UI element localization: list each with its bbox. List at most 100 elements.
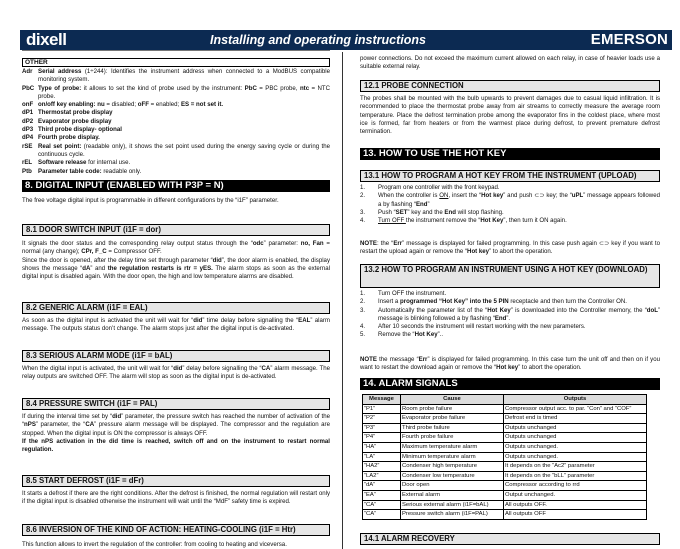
text-run: Serial address <box>38 68 82 75</box>
list-item: 4. After 10 seconds the instrument will r… <box>360 323 660 331</box>
table-cell: Pressure switch alarm (i1F=PAL) <box>400 509 504 520</box>
text-run: When the controller is <box>378 192 440 200</box>
text-run: nPS <box>24 421 36 429</box>
parameter-list: Adr Serial address (1÷244): Identifies th… <box>22 68 330 176</box>
text-run: End <box>494 314 507 322</box>
list-text: After 10 seconds the instrument will res… <box>378 323 660 331</box>
table-cell: “dA” <box>362 480 401 491</box>
text-run: did <box>193 317 203 324</box>
text-run: did <box>173 365 183 372</box>
table-cell: It depends on the “bLL” parameter <box>503 470 647 482</box>
text-run: (readable only), it shows the set point … <box>38 142 330 158</box>
text-run: The free voltage digital input is progra… <box>22 197 279 204</box>
text-run: Hot Key <box>487 306 511 314</box>
table-cell: Outputs unchanged. <box>503 441 647 453</box>
table-row: “EA” External alarm Output unchanged. <box>362 489 647 501</box>
list-item: 4. Turn OFF the instrument remove the “Ho… <box>360 217 660 225</box>
parameter-code: Adr <box>22 68 33 75</box>
text-run: Turn OFF <box>378 217 406 225</box>
section-8-1-heading: 8.1 DOOR SWITCH INPUT (i1F = dor) <box>22 224 330 236</box>
table-header-row: Message Cause Outputs <box>362 394 647 405</box>
list-number: 2. <box>360 298 366 306</box>
text-run: ” parameter, the pressure switch has rea… <box>22 413 330 429</box>
parameter-description: Type of probe: it allows to set the kind… <box>38 85 330 102</box>
text-run: Fourth probe display. <box>38 134 100 142</box>
text-run: ” message is blinking followed a by flas… <box>378 306 660 322</box>
section-8-5-heading: 8.5 START DEFROST (i1F = dFr) <box>22 475 330 487</box>
intro-text: power connections. Do not exceed the max… <box>360 55 660 72</box>
table-cell: “LA” <box>362 451 401 463</box>
table-row: “LA” Minimum temperature alarm Outputs unc… <box>362 451 647 463</box>
table-cell: Compressor according to rrd <box>503 480 647 491</box>
text-run: ” message appears followed a by flashing… <box>378 192 660 208</box>
table-row: “HA2” Condenser high temperature It depend… <box>362 461 647 472</box>
text-run: Hot Key <box>480 217 504 225</box>
upload-steps: 1. Program one controller with the front … <box>360 184 660 225</box>
text-run: PbC <box>244 84 257 92</box>
text-run: the instrument remove the “ <box>405 217 481 225</box>
section-8-2-heading: 8.2 GENERIC ALARM (i1F = EAL) <box>22 302 330 314</box>
text-run: Real set point: <box>38 142 82 150</box>
column-header: Message <box>362 394 401 405</box>
text-run: readable only. <box>101 167 142 175</box>
table-row: “P4” Fourth probe failure Outputs unchange… <box>362 432 647 443</box>
text-run: odc <box>252 240 264 247</box>
table-cell: Serious external alarm (i1F=bAL) <box>400 499 504 511</box>
text-run: receptacle and then turn the Controller … <box>508 298 627 306</box>
paragraph: Since the door is opened, after the dela… <box>22 257 330 282</box>
text-run: ” alarm message. The relay outputs are s… <box>22 365 330 381</box>
text-run: the message “ <box>376 356 419 363</box>
text-run: When the digital input is activated, the… <box>22 365 174 372</box>
column-divider <box>342 52 343 549</box>
section-14-heading: 14. ALARM SIGNALS <box>360 378 660 390</box>
text-run: did <box>112 413 122 420</box>
text-run: ” is displayed for failed programming. I… <box>360 356 660 372</box>
emerson-logo: EMERSON <box>590 31 668 48</box>
list-number: 2. <box>360 192 366 200</box>
table-cell: Maximum temperature alarm <box>400 441 504 453</box>
table-cell: External alarm <box>400 489 504 501</box>
text-run: After 10 seconds the instrument will res… <box>378 323 586 331</box>
table-cell: Outputs unchanged. <box>503 451 647 463</box>
text-run: ” and push ⊂⊃ key; the “ <box>503 192 572 200</box>
text-run: Parameter table code: <box>38 167 102 175</box>
table-row: “CA” Pressure switch alarm (i1F=PAL) All o… <box>362 509 647 520</box>
table-cell: All outputs OFF <box>503 509 647 520</box>
text-run: : the “ <box>376 240 394 247</box>
list-item: 3. Automatically the parameter list of th… <box>360 307 660 324</box>
table-row: “P2” Evaporator probe failure Defrost end … <box>362 413 647 424</box>
table-cell: “CA” <box>362 499 401 511</box>
alarm-signals-table: Message Cause Outputs “P1” Room probe fai… <box>362 394 647 520</box>
section-8-1-text: It signals the door status and the corre… <box>22 240 330 281</box>
text-run: doL <box>646 306 658 314</box>
parameter-item: PbC Type of probe: it allows to set the k… <box>22 85 330 102</box>
text-run: CA <box>85 421 95 429</box>
table-cell: Output unchanged. <box>503 489 647 501</box>
text-run: ” time delay before signalling the “ <box>202 317 299 324</box>
text-run: Since the door is opened, after the dela… <box>22 256 213 264</box>
text-run: ”, the door alarm is enabled, the displa… <box>22 256 330 272</box>
parameter-code: dP3 <box>22 126 34 134</box>
parameter-description: Parameter table code: readable only. <box>38 168 330 176</box>
text-run: Push “ <box>378 208 396 216</box>
table-cell: Door open <box>400 480 504 491</box>
list-number: 5. <box>360 331 366 339</box>
parameter-code: rSE <box>22 142 33 150</box>
text-run: nu <box>97 101 105 109</box>
text-run: Err <box>418 356 428 363</box>
parameter-item: dP1 Thermostat probe display <box>22 109 330 117</box>
text-run: oFF <box>137 101 149 109</box>
column-header: Cause <box>400 394 504 405</box>
text-run: will stop flashing. <box>455 208 504 216</box>
parameter-description: on/off key enabling: nu = disabled; oFF … <box>38 101 330 109</box>
list-item: 5. Remove the “Hot Key”.. <box>360 331 660 339</box>
text-run: ” key and the <box>407 208 445 216</box>
section-8-4-text: If during the interval time set by “did”… <box>22 413 330 454</box>
table-row: “LA2” Condenser low temperature It depends… <box>362 470 647 482</box>
table-cell: Outputs unchanged <box>503 422 647 434</box>
section-8-2-text: As soon as the digital input is activate… <box>22 317 330 334</box>
header-title: Installing and operating instructions <box>210 33 426 47</box>
text-run: (1÷244): Identifies the instrument addre… <box>38 68 330 84</box>
parameter-item: rSE Real set point: (readable only), it s… <box>22 143 330 160</box>
download-note: NOTE the message “Err” is displayed for … <box>360 356 660 373</box>
